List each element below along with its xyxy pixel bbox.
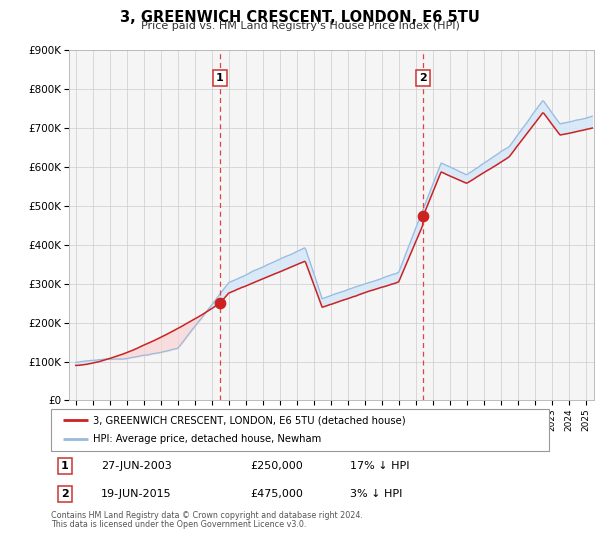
Text: 3, GREENWICH CRESCENT, LONDON, E6 5TU: 3, GREENWICH CRESCENT, LONDON, E6 5TU: [120, 10, 480, 25]
Point: [419, 211, 428, 220]
Text: 2: 2: [61, 489, 69, 499]
Text: 2: 2: [419, 73, 427, 83]
Text: £250,000: £250,000: [250, 461, 303, 471]
Text: 3% ↓ HPI: 3% ↓ HPI: [350, 489, 402, 499]
Point: [215, 298, 225, 307]
Text: £475,000: £475,000: [250, 489, 303, 499]
Text: Price paid vs. HM Land Registry's House Price Index (HPI): Price paid vs. HM Land Registry's House …: [140, 21, 460, 31]
Text: 17% ↓ HPI: 17% ↓ HPI: [350, 461, 409, 471]
Text: Contains HM Land Registry data © Crown copyright and database right 2024.: Contains HM Land Registry data © Crown c…: [51, 511, 363, 520]
Text: 1: 1: [216, 73, 224, 83]
Text: This data is licensed under the Open Government Licence v3.0.: This data is licensed under the Open Gov…: [51, 520, 307, 529]
Text: 1: 1: [61, 461, 69, 471]
Text: 3, GREENWICH CRESCENT, LONDON, E6 5TU (detached house): 3, GREENWICH CRESCENT, LONDON, E6 5TU (d…: [94, 415, 406, 425]
Text: 27-JUN-2003: 27-JUN-2003: [101, 461, 172, 471]
FancyBboxPatch shape: [51, 409, 549, 451]
Text: HPI: Average price, detached house, Newham: HPI: Average price, detached house, Newh…: [94, 435, 322, 445]
Text: 19-JUN-2015: 19-JUN-2015: [101, 489, 172, 499]
